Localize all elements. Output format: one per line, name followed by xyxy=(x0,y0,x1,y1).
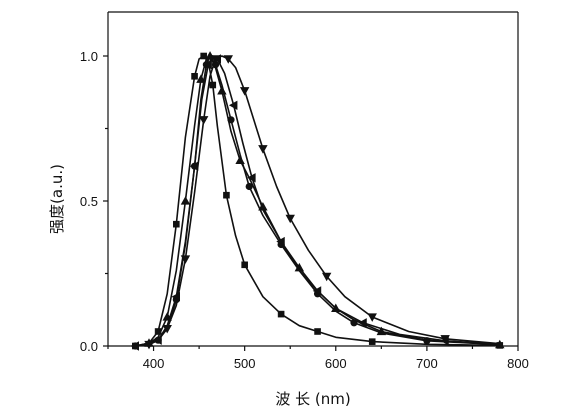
data-point xyxy=(285,214,295,224)
data-point xyxy=(321,272,332,282)
x-ticks: 400 500 600 700 800 xyxy=(107,346,529,371)
series-line xyxy=(135,55,500,347)
data-point xyxy=(358,318,367,328)
data-point xyxy=(180,196,191,205)
x-tick-label: 700 xyxy=(416,356,438,371)
y-tick-label: 0.5 xyxy=(80,194,98,209)
data-point xyxy=(350,319,358,327)
x-tick-label: 400 xyxy=(143,356,165,371)
data-point xyxy=(247,173,256,183)
y-axis-label: 强度(a.u.) xyxy=(48,164,66,234)
data-point xyxy=(314,328,321,335)
plot-frame xyxy=(107,11,519,347)
data-point xyxy=(209,81,217,89)
data-point xyxy=(367,313,377,322)
data-point xyxy=(212,54,221,64)
data-point xyxy=(203,59,212,70)
series-line xyxy=(135,55,500,347)
data-point xyxy=(241,261,248,269)
data-point xyxy=(173,220,180,228)
data-point xyxy=(223,191,230,199)
data-point xyxy=(239,87,250,96)
data-point xyxy=(189,161,199,171)
data-point xyxy=(171,291,180,302)
x-tick-label: 500 xyxy=(234,356,256,371)
data-point xyxy=(130,341,139,351)
x-tick-label: 600 xyxy=(325,356,347,371)
data-point xyxy=(228,100,238,111)
data-point xyxy=(153,335,162,345)
data-point xyxy=(191,73,198,80)
y-tick-label: 0.0 xyxy=(80,339,98,354)
data-point xyxy=(196,74,206,83)
series-triangle-left xyxy=(130,54,500,351)
data-point xyxy=(227,116,235,124)
x-axis-label: 波 长 (nm) xyxy=(275,390,350,408)
data-point xyxy=(245,182,253,191)
data-point xyxy=(312,286,322,296)
data-point xyxy=(277,310,285,318)
y-tick-label: 1.0 xyxy=(80,49,98,64)
data-point xyxy=(276,236,285,247)
x-tick-label: 800 xyxy=(507,356,529,371)
data-point xyxy=(223,55,233,64)
y-ticks: 0.0 0.5 1.0 xyxy=(80,49,108,354)
series-line xyxy=(135,55,500,347)
data-point xyxy=(368,338,376,345)
data-point xyxy=(440,336,449,346)
data-point xyxy=(200,52,207,60)
series-line xyxy=(135,55,500,347)
data-point xyxy=(258,145,268,154)
data-point xyxy=(198,116,209,125)
series-layer xyxy=(130,51,505,351)
